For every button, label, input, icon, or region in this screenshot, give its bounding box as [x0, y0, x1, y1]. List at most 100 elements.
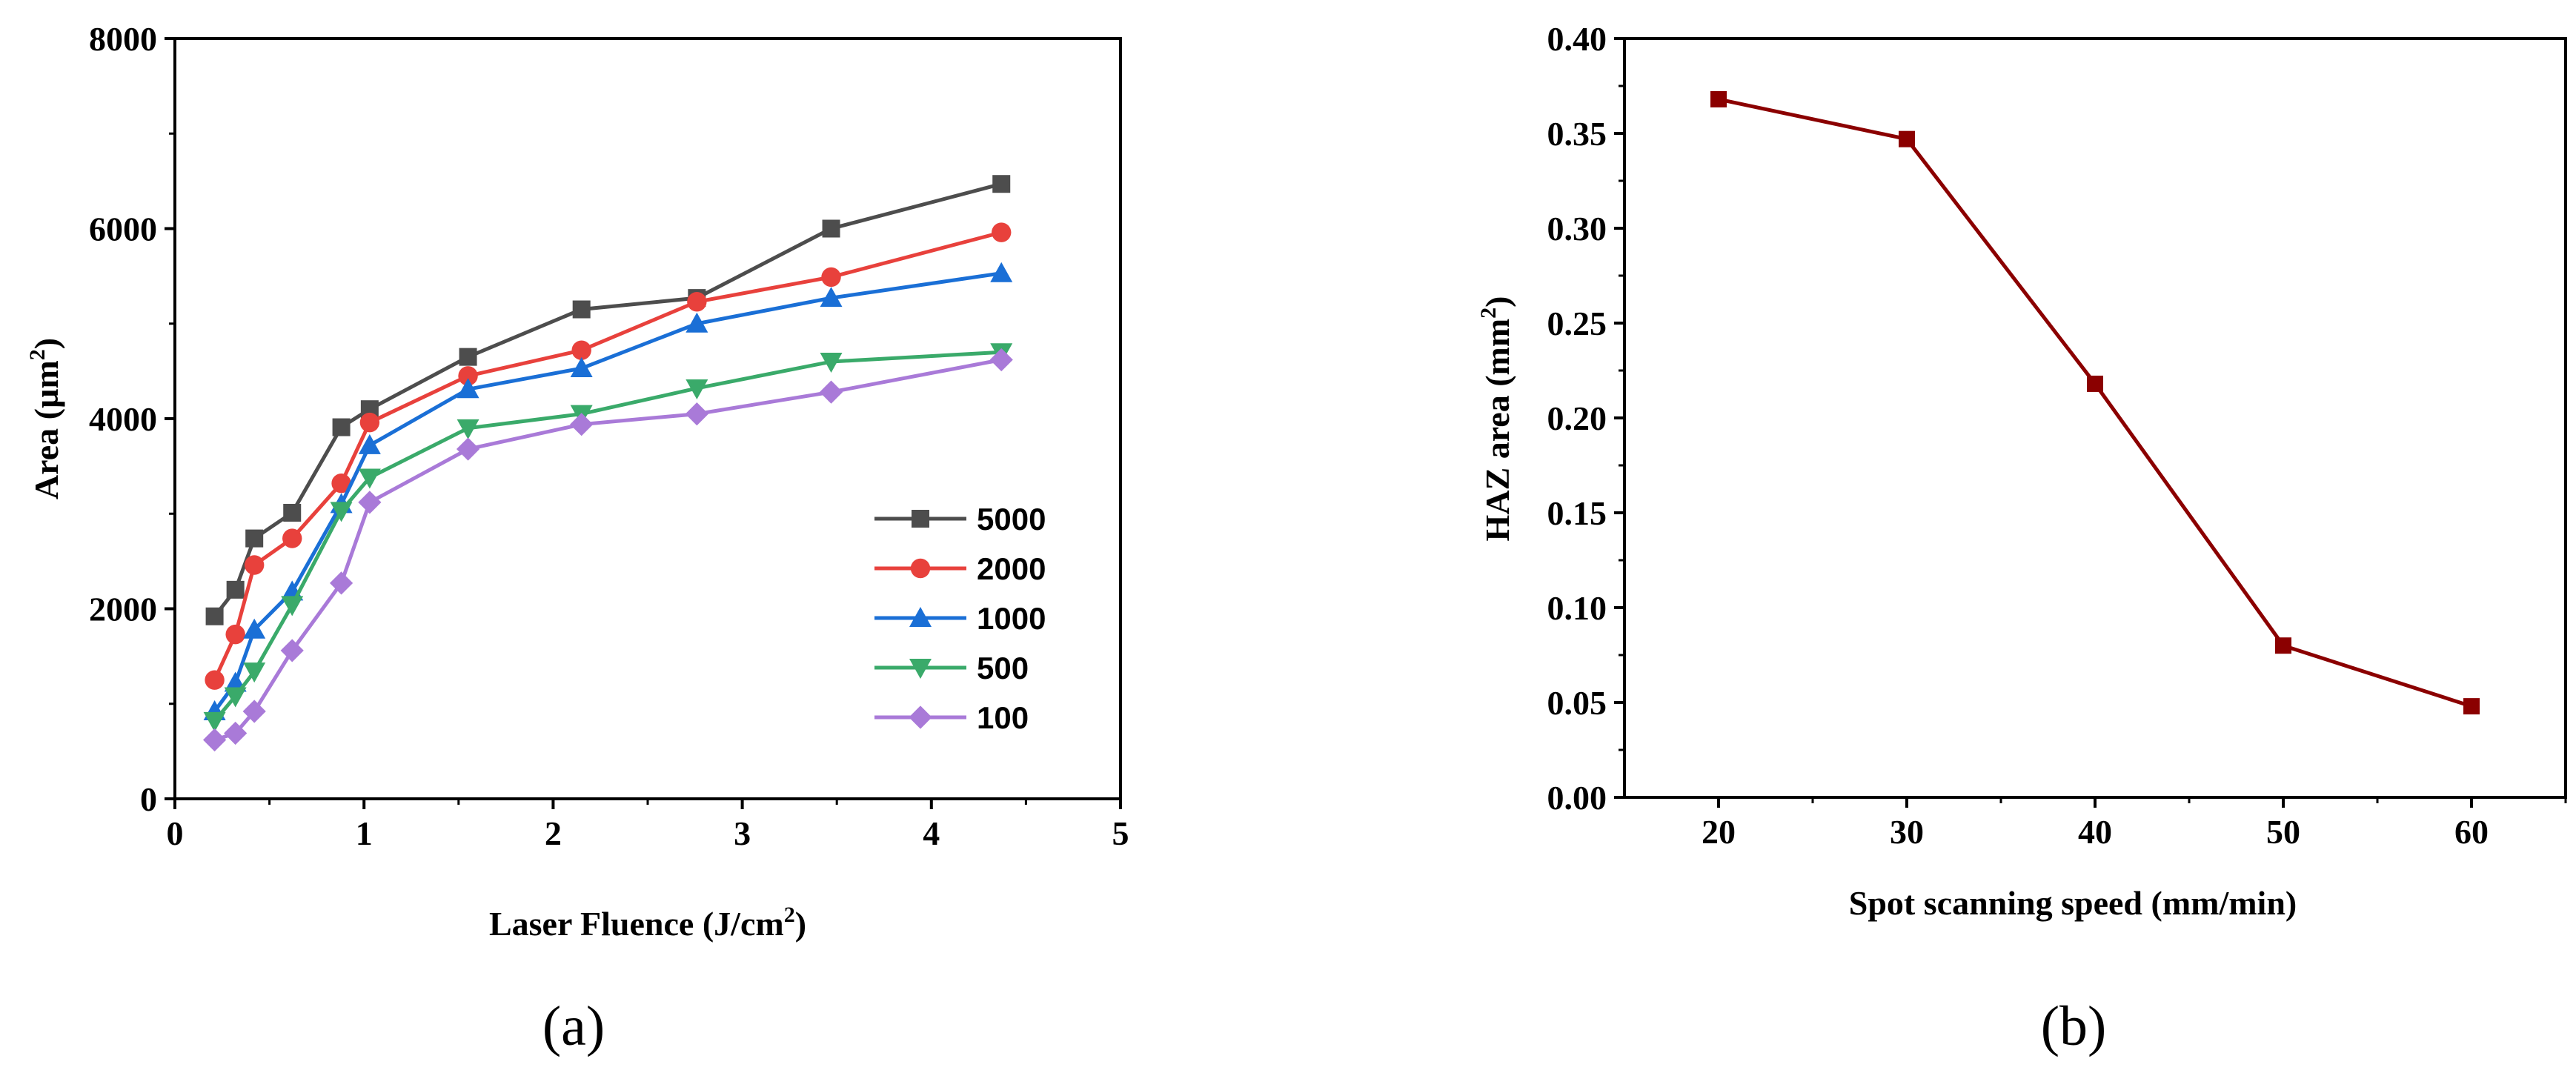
- y-tick-label: 8000: [89, 20, 157, 58]
- y-tick-label: 0.20: [1547, 399, 1607, 437]
- legend-item: 500: [874, 651, 1029, 685]
- legend-swatch-marker: [909, 705, 932, 729]
- plot-frame-b: [1623, 37, 2567, 799]
- data-point: [358, 468, 381, 489]
- legend-label: 2000: [977, 551, 1046, 586]
- data-point: [457, 419, 479, 439]
- y-axis-title-b-close: ): [1478, 296, 1516, 308]
- panel-label-b: (b): [2041, 995, 2107, 1057]
- x-tick-label: 60: [2454, 813, 2489, 851]
- data-point: [224, 687, 247, 708]
- data-point: [245, 529, 264, 548]
- data-point: [330, 502, 353, 522]
- x-tick-label: 1: [356, 814, 373, 852]
- y-tick-label: 4000: [89, 400, 157, 438]
- chart-panel-a: 0 1 2 3 4 5 0 2000 4000 6000 8000 5000 2000 1000 500 1…: [25, 20, 1129, 1057]
- series-line: [213, 182, 1002, 618]
- series-group-a: [202, 175, 1013, 752]
- data-point: [459, 348, 477, 366]
- x-tick-label: 4: [923, 814, 940, 852]
- series-line: [213, 358, 1002, 742]
- y-tick-label: 0.25: [1547, 305, 1607, 342]
- y-axis-title-b-sup: 2: [1476, 308, 1501, 319]
- y-tick-label: 6000: [89, 210, 157, 248]
- data-point: [282, 528, 302, 548]
- series-line: [213, 230, 1002, 681]
- data-point: [244, 555, 265, 575]
- data-point: [819, 380, 843, 404]
- x-tick-label: 5: [1112, 814, 1129, 852]
- legend-item: 2000: [874, 551, 1046, 586]
- data-point: [331, 474, 351, 494]
- data-point: [329, 571, 353, 595]
- data-point: [990, 262, 1013, 282]
- series-line: [213, 350, 1002, 722]
- y-axis-title-a-close: ): [27, 338, 65, 349]
- x-axis-title-a-main: Laser Fluence (J/cm: [489, 905, 784, 943]
- data-point: [992, 222, 1012, 242]
- y-axis-title-b-main: HAZ area (mm: [1478, 319, 1516, 542]
- y-axis-title-a-main: Area (µm: [27, 360, 65, 499]
- data-point: [822, 219, 840, 238]
- data-point: [572, 300, 591, 319]
- y-axis-title-a: Area (µm2): [25, 338, 65, 499]
- data-point: [203, 711, 226, 732]
- series-haz-area: [1710, 90, 2480, 715]
- data-point: [205, 607, 224, 625]
- data-point: [571, 340, 591, 360]
- panel-label-a: (a): [542, 995, 605, 1057]
- data-point: [224, 721, 248, 745]
- x-axis-title-a-close: ): [795, 905, 806, 943]
- data-point: [243, 618, 266, 639]
- data-point: [989, 348, 1013, 372]
- x-axis-title-a-sup: 2: [784, 903, 795, 927]
- y-axis-title-a-sup: 2: [25, 349, 50, 360]
- x-tick-label: 3: [734, 814, 751, 852]
- data-point: [243, 662, 266, 683]
- legend-item: 1000: [874, 601, 1046, 636]
- data-point: [283, 503, 302, 522]
- x-tick-label: 2: [545, 814, 562, 852]
- x-tick-label: 0: [167, 814, 184, 852]
- x-tick-label: 50: [2266, 813, 2300, 851]
- y-tick-label: 0.05: [1547, 684, 1607, 722]
- y-tick-label: 0.30: [1547, 210, 1607, 248]
- legend-swatch-marker: [909, 607, 932, 627]
- axis-ticks-a: 0 1 2 3 4 5 0 2000 4000 6000 8000: [89, 20, 1129, 852]
- data-point: [358, 433, 381, 454]
- legend-item: 5000: [874, 502, 1046, 536]
- data-point: [820, 287, 843, 308]
- legend-a: 5000 2000 1000 500 100: [874, 502, 1046, 735]
- x-tick-label: 20: [1702, 813, 1736, 851]
- y-tick-label: 0.00: [1547, 779, 1607, 817]
- x-axis-title-a: Laser Fluence (J/cm2): [489, 903, 806, 943]
- data-point: [686, 312, 708, 333]
- chart-panel-b: 20 30 40 50 60 0.00 0.05 0.10 0.15 0.20 0.25 0.30 0.…: [1476, 20, 2567, 1057]
- data-point: [820, 353, 843, 373]
- series-group-b: [1710, 90, 2480, 715]
- data-point: [821, 267, 841, 288]
- data-point: [458, 366, 478, 386]
- data-point: [358, 491, 382, 514]
- data-point: [2463, 698, 2480, 715]
- data-point: [242, 700, 266, 723]
- series-1000: [203, 262, 1013, 721]
- data-point: [992, 175, 1011, 193]
- data-point: [456, 437, 480, 461]
- data-point: [685, 402, 708, 426]
- legend-item: 100: [874, 700, 1029, 735]
- legend-label: 1000: [977, 601, 1046, 636]
- data-point: [1710, 90, 1727, 107]
- data-point: [205, 670, 225, 690]
- data-point: [1899, 130, 1915, 147]
- data-point: [686, 379, 708, 399]
- legend-swatch-marker: [912, 510, 929, 528]
- series-2000: [205, 222, 1012, 690]
- data-point: [225, 624, 245, 645]
- legend-swatch-marker: [909, 659, 932, 679]
- data-point: [202, 728, 227, 752]
- x-tick-label: 40: [2078, 813, 2112, 851]
- series-100: [202, 348, 1013, 752]
- data-point: [457, 378, 479, 399]
- data-point: [281, 596, 304, 617]
